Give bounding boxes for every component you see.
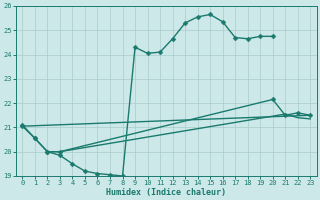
X-axis label: Humidex (Indice chaleur): Humidex (Indice chaleur) <box>106 188 226 197</box>
